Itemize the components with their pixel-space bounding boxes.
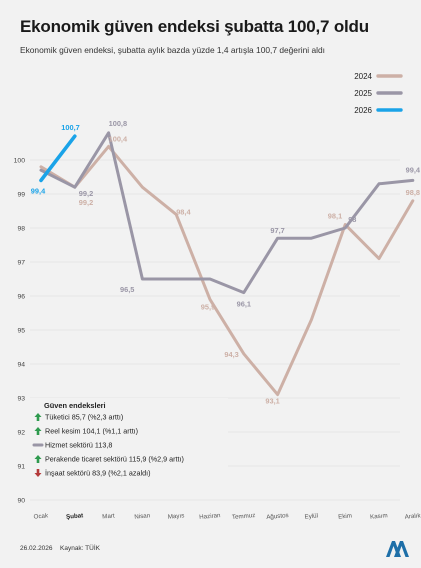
series-line-2025 [39,131,415,295]
footer-source: Kaynak: TÜİK [60,545,100,552]
indices-item: Perakende ticaret sektörü 115,9 (%2,9 ar… [45,455,184,464]
x-tick-label: Ekim [338,512,352,520]
y-tick-label: 92 [17,430,25,437]
arrow-up-icon [34,455,42,463]
x-tick-label: Nisan [134,512,151,520]
y-tick-label: 100 [14,158,26,165]
x-tick-label: Ocak [33,512,49,520]
data-label-2024-9: 98,1 [328,212,342,221]
y-tick-label: 95 [17,328,25,335]
data-label-2025-7: 97,7 [270,226,284,235]
data-label-2024-6: 94,3 [224,350,238,359]
y-tick-label: 93 [17,396,25,403]
data-label-2024-1: 99,2 [79,198,93,207]
data-label-2024-4: 98,4 [176,207,191,216]
legend-label-2024: 2024 [354,72,372,81]
data-label-2026-1: 100,7 [61,123,80,132]
indices-item: Hizmet sektörü 113,8 [45,441,112,450]
x-tick-label: Ağustos [266,512,289,521]
arrow-up-icon [34,427,42,435]
data-label-2024-2: 100,4 [109,134,128,143]
indices-item: Tüketici 85,7 (%2,3 arttı) [45,413,123,422]
data-label-2024-7: 93,1 [265,397,279,406]
legend-label-2026: 2026 [354,106,372,115]
data-label-2024-5: 95,9 [201,302,215,311]
data-label-2024-11: 98,8 [406,188,420,197]
indices-heading: Güven endeksleri [44,401,106,410]
indices-box [30,398,228,482]
footer-date: 26.02.2026 [20,545,53,552]
x-tick-label: Aralık [404,512,421,520]
y-tick-label: 94 [17,362,25,369]
legend-label-2025: 2025 [354,89,372,98]
arrow-up-icon [34,413,42,421]
data-label-2025-11: 99,4 [406,165,421,174]
arrow-down-icon [34,469,42,477]
x-tick-label: Haziran [199,512,221,521]
data-label-2025-2: 100,8 [109,119,128,128]
y-tick-label: 98 [17,226,25,233]
series-line-2026 [39,134,77,183]
x-tick-label: Kasım [370,512,388,521]
x-tick-label: Mayıs [168,512,185,520]
indices-item: Reel kesim 104,1 (%1,1 arttı) [45,427,138,436]
indices-item: İnşaat sektörü 83,9 (%2,1 azaldı) [45,469,150,478]
data-label-2026-0: 99,4 [31,186,46,195]
x-tick-label: Mart [102,512,115,520]
x-tick-label: Eylül [304,512,318,520]
page-subtitle: Ekonomik güven endeksi, şubatta aylık ba… [20,45,325,55]
data-label-2025-9: 98 [348,215,356,224]
series-line-2024 [39,144,415,397]
y-tick-label: 90 [17,498,25,505]
x-tick-label: Temmuz [232,512,256,521]
page-title: Ekonomik güven endeksi şubatta 100,7 old… [20,17,369,36]
y-tick-label: 91 [17,464,25,471]
y-tick-label: 99 [17,192,25,199]
y-tick-label: 97 [17,260,25,267]
data-label-2025-1: 99,2 [79,189,93,198]
data-label-2025-3: 96,5 [120,285,134,294]
x-tick-label: Şubat [66,512,84,520]
y-tick-label: 96 [17,294,25,301]
aa-logo-icon [386,541,409,557]
data-label-2025-6: 96,1 [237,300,251,309]
